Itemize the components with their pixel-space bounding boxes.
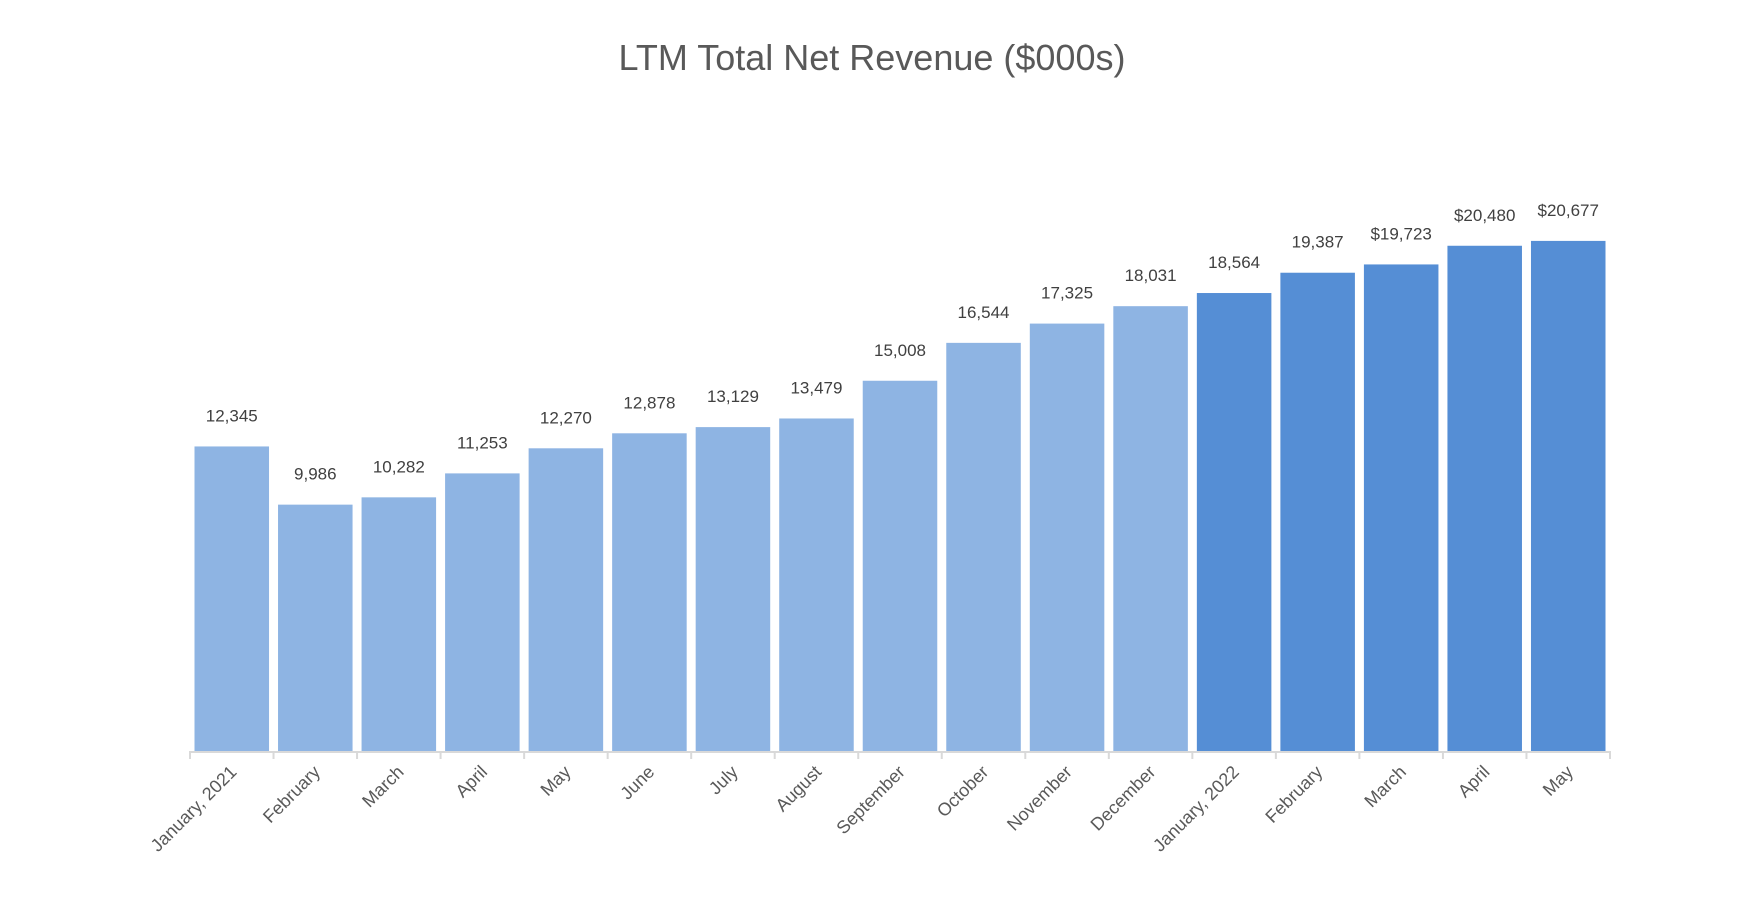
bar [695, 427, 771, 751]
data-label: 13,129 [707, 387, 759, 406]
data-label: 13,479 [790, 378, 842, 397]
x-tick-label: March [1360, 762, 1410, 812]
data-label: 17,325 [1041, 284, 1093, 303]
x-tick-label: February [259, 762, 324, 827]
x-tick-label: August [772, 762, 826, 816]
x-tick-label: October [933, 762, 992, 821]
bar [194, 446, 270, 751]
x-tick-label: January, 2022 [1149, 762, 1243, 856]
data-label: 12,345 [206, 406, 258, 425]
data-label: 9,986 [294, 465, 337, 484]
data-label: 12,878 [623, 393, 675, 412]
bar [946, 342, 1021, 751]
data-label: 12,270 [540, 408, 592, 427]
x-tick-label: May [537, 762, 575, 800]
bar [612, 433, 687, 751]
bar [278, 504, 353, 751]
bar [1280, 272, 1355, 751]
x-tick-label: January, 2021 [147, 762, 241, 856]
data-label: 19,387 [1292, 233, 1344, 252]
bar [361, 497, 437, 751]
bar [528, 448, 604, 751]
data-label: 11,253 [457, 433, 508, 452]
x-tick-label: November [1003, 762, 1076, 835]
bar [445, 473, 520, 751]
bar [1029, 323, 1105, 751]
x-tick-label: December [1087, 762, 1160, 835]
x-tick-label: September [832, 762, 908, 838]
x-tick-label: March [358, 762, 408, 812]
data-label: 15,008 [874, 341, 926, 360]
data-label: 18,564 [1208, 253, 1260, 272]
x-tick-label: July [705, 762, 742, 799]
x-tick-label: February [1261, 762, 1326, 827]
bar [1447, 245, 1522, 751]
data-label: 18,031 [1125, 266, 1177, 285]
bar [862, 380, 938, 751]
data-label: $20,677 [1538, 201, 1599, 220]
data-label: $19,723 [1370, 224, 1431, 243]
bar [1196, 293, 1272, 751]
data-label: $20,480 [1454, 206, 1515, 225]
x-tick-label: April [452, 762, 492, 802]
data-label: 16,544 [958, 303, 1010, 322]
x-tick-label: May [1539, 762, 1577, 800]
chart-title: LTM Total Net Revenue ($000s) [619, 37, 1126, 78]
bar [779, 418, 854, 751]
x-tick-label: June [616, 762, 658, 804]
x-tick-label: April [1454, 762, 1494, 802]
bar [1363, 264, 1439, 751]
bar [1113, 306, 1188, 751]
bar [1530, 240, 1606, 751]
data-label: 10,282 [373, 457, 425, 476]
